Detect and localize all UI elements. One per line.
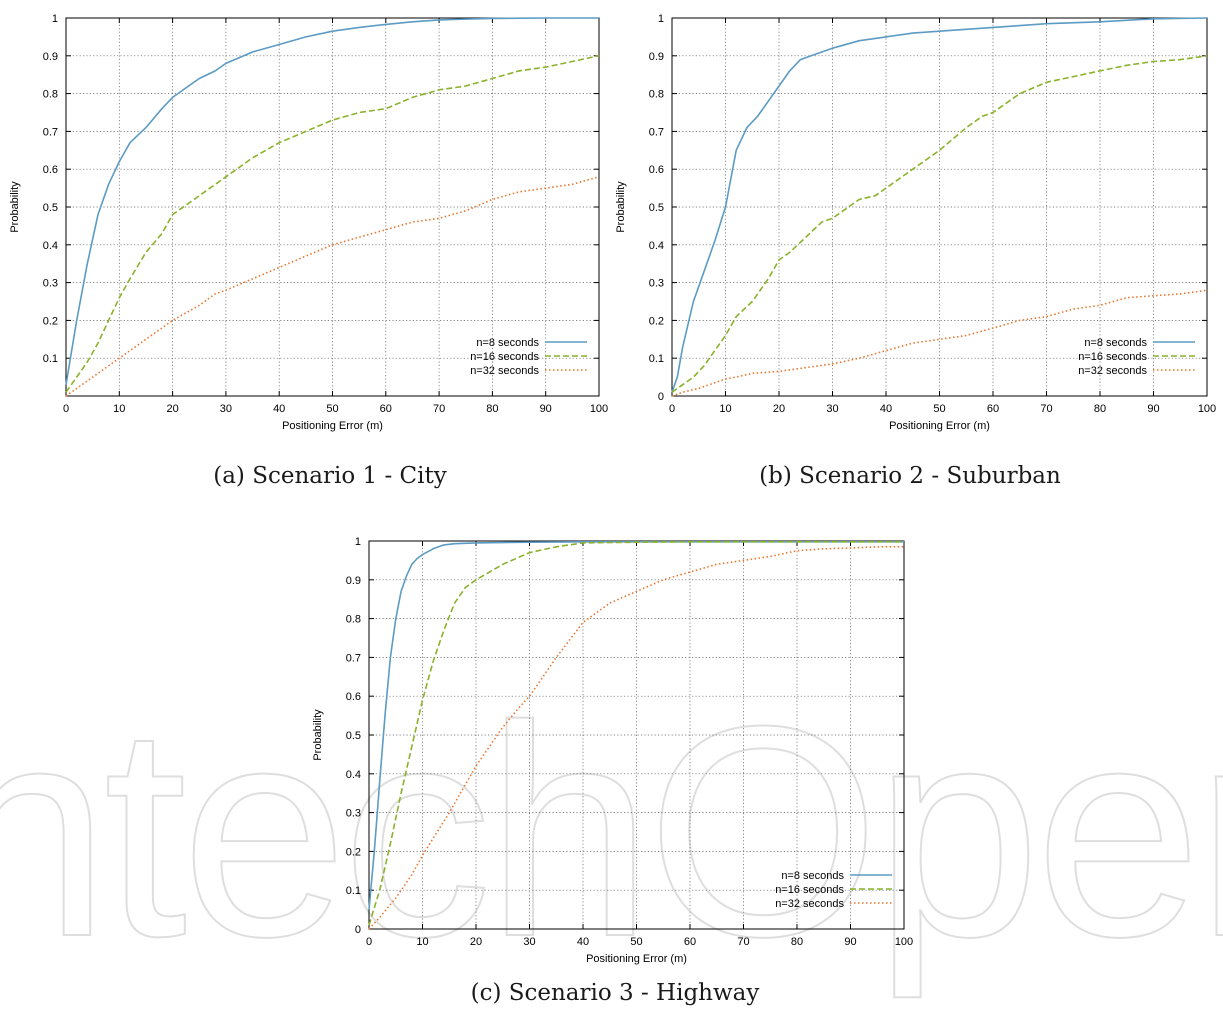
- legend-label: n=16 seconds: [775, 884, 844, 896]
- y-tick-label: 0.5: [43, 202, 58, 214]
- chart-c-svg: 0 10 20 30 40 50 60 70 80 90 100 0 0.1 0.2 0.3 0.4 0.5 0.…: [312, 536, 913, 965]
- x-tick-label: 10: [416, 936, 428, 948]
- x-tick-label: 70: [737, 936, 749, 948]
- x-tick-label: 50: [326, 403, 338, 415]
- series-line-3: [65, 176, 600, 397]
- x-tick-label: 70: [1040, 403, 1052, 415]
- y-tick-label: 0.7: [43, 126, 58, 138]
- chart-panel-c: 0 10 20 30 40 50 60 70 80 90 100 0 0.1 0.2 0.3 0.4 0.5 0.…: [305, 525, 925, 970]
- y-tick-label: 0.5: [346, 730, 361, 742]
- y-tick-label: 0.2: [43, 315, 58, 327]
- x-tick-label: 20: [773, 403, 785, 415]
- x-tick-label: 50: [933, 403, 945, 415]
- x-tick-label: 60: [380, 403, 392, 415]
- y-axis-label: Probability: [615, 181, 627, 233]
- y-axis-label: Probability: [9, 181, 21, 233]
- y-tick-label: 0.9: [346, 575, 361, 587]
- x-tick-label: 10: [113, 403, 125, 415]
- x-tick-label: 80: [486, 403, 498, 415]
- caption-c: (c) Scenario 3 - Highway: [470, 980, 760, 1006]
- y-tick-label: 0: [355, 924, 361, 936]
- x-tick-label: 70: [433, 403, 445, 415]
- y-tick-label: 1: [658, 13, 664, 25]
- y-tick-label: 1: [355, 536, 361, 548]
- x-tick-label: 60: [987, 403, 999, 415]
- y-tick-label: 0.8: [346, 614, 361, 626]
- y-tick-label: 0: [658, 391, 664, 403]
- legend-label: n=16 seconds: [470, 351, 539, 363]
- y-tick-label: 0.8: [43, 89, 58, 101]
- x-tick-label: 100: [1198, 403, 1216, 415]
- caption-a: (a) Scenario 1 - City: [213, 463, 447, 489]
- y-tick-label: 0.1: [649, 353, 664, 365]
- x-tick-label: 0: [63, 403, 69, 415]
- x-tick-label: 0: [366, 936, 372, 948]
- x-tick-label: 80: [1094, 403, 1106, 415]
- legend-label: n=8 seconds: [781, 870, 844, 882]
- caption-b: (b) Scenario 2 - Suburban: [759, 463, 1061, 489]
- y-axis-label: Probability: [312, 709, 324, 761]
- x-tick-label: 40: [880, 403, 892, 415]
- y-tick-label: 0.2: [346, 846, 361, 858]
- x-tick-label: 20: [470, 936, 482, 948]
- y-tick-label: 0.1: [346, 885, 361, 897]
- legend-label: n=8 seconds: [1084, 337, 1147, 349]
- chart-panel-b: 0 10 20 30 40 50 60 70 80 90 100 0 0.1 0.2 0.3 0.4 0.5 0.…: [610, 0, 1223, 432]
- series-line-1: [671, 17, 1208, 393]
- x-tick-label: 0: [669, 403, 675, 415]
- watermark-text: IntechOpen: [0, 663, 1223, 1001]
- series-line-2: [368, 540, 904, 926]
- y-tick-label: 0.6: [346, 691, 361, 703]
- x-tick-label: 90: [540, 403, 552, 415]
- x-tick-label: 50: [630, 936, 642, 948]
- chart-b-svg: 0 10 20 30 40 50 60 70 80 90 100 0 0.1 0.2 0.3 0.4 0.5 0.…: [615, 13, 1216, 432]
- x-tick-label: 30: [523, 936, 535, 948]
- x-tick-label: 30: [220, 403, 232, 415]
- legend-label: n=8 seconds: [476, 337, 539, 349]
- x-tick-label: 20: [166, 403, 178, 415]
- y-tick-label: 0.1: [43, 353, 58, 365]
- x-tick-label: 90: [1147, 403, 1159, 415]
- series-line-1: [65, 17, 599, 385]
- y-tick-label: 0.6: [649, 164, 664, 176]
- y-tick-label: 0.5: [649, 202, 664, 214]
- y-tick-label: 0.3: [346, 808, 361, 820]
- x-tick-label: 60: [684, 936, 696, 948]
- x-tick-label: 100: [895, 936, 913, 948]
- y-tick-label: 1: [52, 13, 58, 25]
- legend-label: n=16 seconds: [1078, 351, 1147, 363]
- y-tick-label: 0.7: [649, 126, 664, 138]
- y-tick-label: 0.7: [346, 652, 361, 664]
- y-tick-label: 0.4: [649, 240, 664, 252]
- x-tick-label: 100: [590, 403, 608, 415]
- x-tick-label: 30: [826, 403, 838, 415]
- x-tick-label: 80: [791, 936, 803, 948]
- y-tick-label: 0.9: [43, 51, 58, 63]
- y-tick-label: 0.4: [43, 240, 58, 252]
- y-tick-label: 0.2: [649, 315, 664, 327]
- x-tick-label: 10: [719, 403, 731, 415]
- chart-panel-a: 0 10 20 30 40 50 60 70 80 90 100 0.1 0.2 0.3 0.4 0.5 0.6…: [0, 0, 610, 432]
- y-tick-label: 0.8: [649, 89, 664, 101]
- y-tick-label: 0.9: [649, 51, 664, 63]
- legend-label: n=32 seconds: [1078, 365, 1147, 377]
- x-tick-label: 40: [273, 403, 285, 415]
- chart-a-svg: 0 10 20 30 40 50 60 70 80 90 100 0.1 0.2 0.3 0.4 0.5 0.6…: [9, 13, 608, 432]
- x-tick-label: 40: [577, 936, 589, 948]
- x-tick-label: 90: [844, 936, 856, 948]
- y-tick-label: 0.3: [43, 278, 58, 290]
- series-line-2: [671, 55, 1208, 393]
- y-tick-label: 0.3: [649, 278, 664, 290]
- series-line-1: [368, 540, 904, 910]
- y-tick-label: 0.4: [346, 769, 361, 781]
- y-tick-label: 0.6: [43, 164, 58, 176]
- x-axis-label: Positioning Error (m): [586, 953, 687, 965]
- legend-label: n=32 seconds: [775, 898, 844, 910]
- legend-label: n=32 seconds: [470, 365, 539, 377]
- x-axis-label: Positioning Error (m): [889, 420, 990, 432]
- x-axis-label: Positioning Error (m): [282, 420, 383, 432]
- series-line-3: [671, 289, 1208, 397]
